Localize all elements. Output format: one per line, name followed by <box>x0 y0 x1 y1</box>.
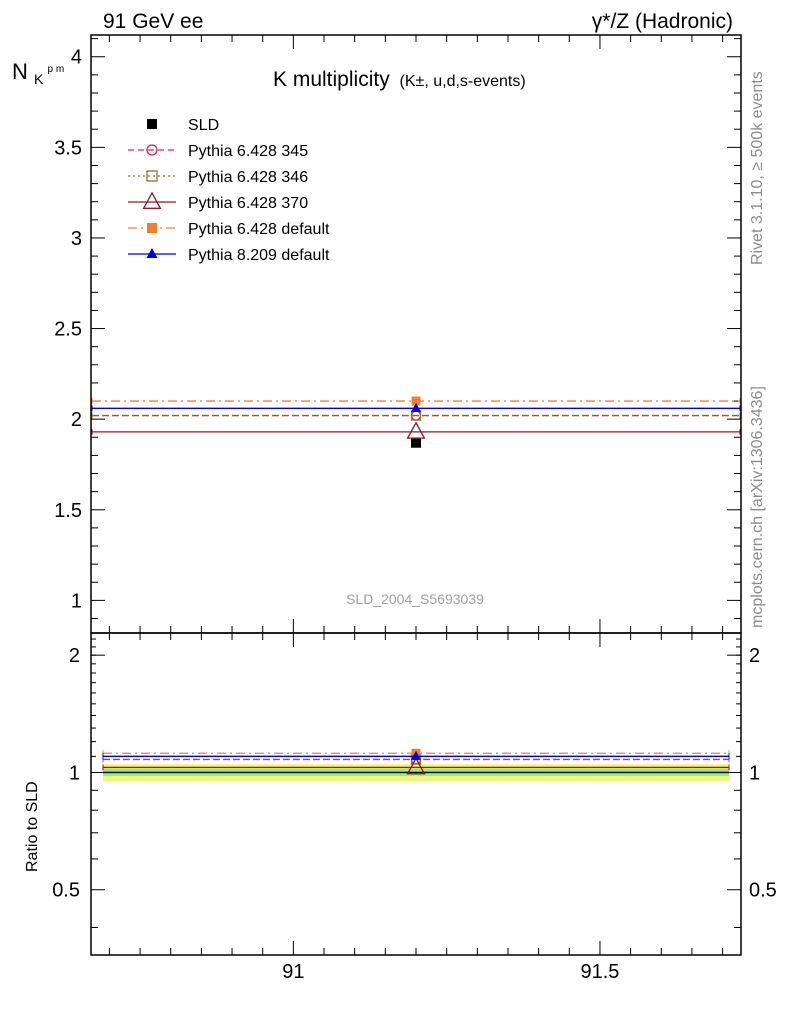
legend-marker <box>146 144 158 156</box>
data-point <box>411 437 421 448</box>
analysis-id: SLD_2004_S5693039 <box>346 591 484 607</box>
legend: SLD Pythia 6.428 345 Pythia 6.428 346 Pythi… <box>128 117 330 264</box>
main-y-ticks: 1 1.5 2 2.5 3 3.5 4 <box>54 35 741 633</box>
ratio-bands <box>103 764 729 782</box>
legend-item-pythia-6-428-346: Pythia 6.428 346 <box>128 169 308 186</box>
x-ticks: 91 91.5 <box>108 633 724 983</box>
ratio-y-tick-label-right: 2 <box>749 645 760 667</box>
ratio-series-pythia-8-209-default <box>102 750 730 760</box>
ratio-y-tick-label-left: 0.5 <box>52 880 80 902</box>
header-right-label: γ*/Z (Hadronic) <box>592 10 733 33</box>
legend-item-pythia-6-428-345: Pythia 6.428 345 <box>128 143 308 160</box>
chart-title: K multiplicity (K±, u,d,s-events) <box>273 68 526 91</box>
ratio-data-point <box>411 750 421 760</box>
series-pythia-6-428-default <box>91 396 741 406</box>
ratio-series-group <box>102 748 730 775</box>
ratio-frame <box>90 632 742 956</box>
header-left-label: 91 GeV ee <box>103 10 203 33</box>
ratio-y-tick-label-right: 1 <box>749 762 760 784</box>
main-y-tick-label: 1 <box>71 590 82 612</box>
main-series-group <box>91 396 741 448</box>
main-y-label: N K p m <box>12 59 64 89</box>
main-panel: 1 1.5 2 2.5 3 3.5 4 K multiplicity (K±, u,d,s-… <box>12 34 742 634</box>
ratio-data-point <box>406 756 426 775</box>
x-tick-label: 91 <box>282 961 304 983</box>
data-point <box>406 421 426 439</box>
legend-marker <box>146 170 158 182</box>
legend-label: Pythia 6.428 default <box>188 221 330 238</box>
ratio-y-tick-label-left: 2 <box>69 645 80 667</box>
legend-marker <box>147 223 157 233</box>
ratio-y-ticks: 0.5 0.5 1 1 2 2 <box>52 638 777 929</box>
legend-label: Pythia 8.209 default <box>188 247 330 264</box>
main-y-tick-label: 2.5 <box>54 319 82 341</box>
series-pythia-6-428-370 <box>91 421 741 439</box>
legend-label: Pythia 6.428 370 <box>188 195 308 212</box>
x-tick-label: 91.5 <box>580 961 619 983</box>
rivet-label: Rivet 3.1.10, ≥ 500k events <box>749 71 766 265</box>
legend-marker <box>146 248 158 258</box>
data-point <box>411 396 421 406</box>
ratio-y-label: Ratio to SLD <box>24 781 41 872</box>
legend-marker <box>142 191 162 209</box>
legend-item-pythia-6-428-370: Pythia 6.428 370 <box>128 191 308 212</box>
main-y-tick-label: 2 <box>71 409 82 431</box>
legend-label: SLD <box>188 117 219 134</box>
series-sld <box>411 437 421 448</box>
legend-item-sld: SLD <box>147 117 219 134</box>
legend-item-pythia-6-428-default: Pythia 6.428 default <box>128 221 330 238</box>
main-y-tick-label: 4 <box>71 47 82 69</box>
main-y-tick-label: 3 <box>71 228 82 250</box>
legend-item-pythia-8-209-default: Pythia 8.209 default <box>128 247 330 264</box>
main-y-tick-label: 1.5 <box>54 500 82 522</box>
data-point <box>411 402 421 412</box>
legend-marker <box>147 119 157 129</box>
main-y-tick-label: 3.5 <box>54 137 82 159</box>
legend-label: Pythia 6.428 346 <box>188 169 308 186</box>
series-pythia-8-209-default <box>91 402 741 412</box>
ratio-panel: 0.5 0.5 1 1 2 2 91 91.5 Ratio to SLD <box>24 632 777 983</box>
ratio-series-pythia-6-428-370 <box>102 756 730 775</box>
mcplots-label: mcplots.cern.ch [arXiv:1306.3436] <box>749 386 766 628</box>
ratio-y-tick-label-left: 1 <box>69 762 80 784</box>
legend-label: Pythia 6.428 345 <box>188 143 308 160</box>
ratio-y-tick-label-right: 0.5 <box>749 880 777 902</box>
